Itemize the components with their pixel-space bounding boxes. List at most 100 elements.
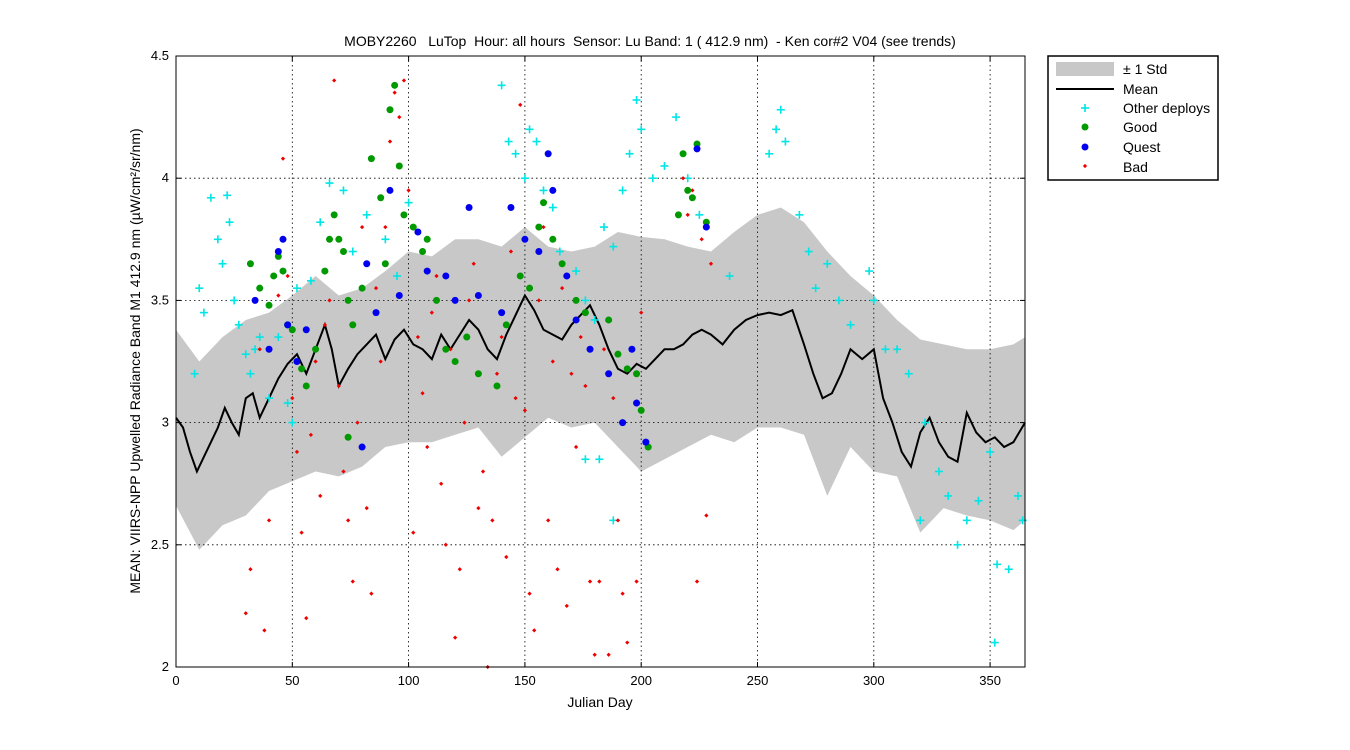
bad-point (346, 518, 351, 523)
other-deploy-point (974, 496, 983, 505)
bad-point (620, 591, 625, 596)
bad-point (350, 579, 355, 584)
quest-point (693, 145, 701, 153)
bad-point (504, 554, 509, 560)
other-deploy-point (511, 149, 520, 158)
other-deploy-point (637, 125, 646, 134)
bad-point (425, 444, 430, 450)
bad-point (429, 310, 434, 315)
bad-point (541, 224, 546, 230)
good-point (335, 235, 343, 243)
other-deploy-point (660, 161, 669, 170)
bad-point (327, 298, 332, 303)
other-deploy-point (804, 247, 813, 256)
good-point (684, 186, 692, 194)
quest-point (363, 260, 371, 268)
other-deploy-point (234, 320, 243, 329)
y-tick-label: 3 (162, 415, 169, 430)
other-deploy-point (595, 455, 604, 464)
other-deploy-point (823, 259, 832, 268)
bad-point (611, 396, 616, 401)
good-point (433, 296, 441, 304)
bad-point (262, 628, 267, 633)
y-tick-label: 3.5 (151, 292, 169, 307)
other-deploy-point (274, 333, 283, 342)
plot-frame (175, 55, 1026, 668)
quest-point (414, 228, 422, 236)
legend-label-bad: Bad (1123, 159, 1148, 175)
bad-point (625, 640, 630, 645)
x-axis-label: Julian Day (567, 694, 632, 710)
good-point (442, 345, 450, 353)
good-point (409, 223, 417, 231)
bad-point (299, 530, 304, 535)
bad-point (699, 237, 704, 242)
bad-point (364, 506, 369, 511)
quest-point (251, 296, 259, 304)
good-point (535, 223, 543, 231)
quest-point (293, 358, 301, 365)
bad-point (285, 273, 290, 279)
x-tick-label: 250 (747, 673, 769, 688)
quest-point (535, 248, 543, 256)
good-point (702, 218, 710, 226)
other-deploy-point (865, 267, 874, 276)
good-point (540, 199, 548, 207)
legend-swatch-std (1056, 62, 1114, 76)
quest-point (633, 399, 641, 407)
x-tick-label: 350 (979, 673, 1001, 688)
x-tick-label: 300 (863, 673, 885, 688)
bad-point (453, 635, 458, 640)
other-deploy-point (520, 174, 529, 183)
good-point (391, 81, 399, 89)
good-point (674, 211, 682, 219)
bad-point (499, 334, 504, 340)
bad-point (415, 334, 421, 340)
other-deploy-point (199, 308, 208, 317)
good-point (358, 284, 366, 292)
other-deploy-point (206, 193, 215, 202)
bad-point (439, 481, 444, 486)
bad-point (411, 530, 416, 535)
other-deploy-point (1004, 565, 1013, 574)
other-deploy-point (497, 81, 506, 90)
good-point (423, 235, 431, 243)
std-band (176, 207, 1025, 550)
good-point (386, 106, 394, 114)
other-deploy-point (581, 455, 590, 464)
bad-point (308, 432, 314, 437)
other-deploy-point (288, 418, 297, 427)
good-point (637, 406, 645, 414)
quest-point (358, 443, 366, 451)
good-point (516, 272, 524, 280)
quest-point (586, 345, 594, 353)
other-deploy-point (672, 113, 681, 122)
other-deploy-point (953, 540, 962, 549)
other-deploy-point (539, 186, 548, 195)
quest-point (279, 235, 287, 243)
good-point (326, 235, 334, 243)
quest-point (284, 321, 292, 329)
legend-label-mean: Mean (1123, 81, 1158, 97)
x-tick-label: 150 (514, 673, 536, 688)
other-deploy-point (213, 235, 222, 244)
quest-point (619, 419, 627, 427)
good-point (623, 365, 631, 373)
bad-point (680, 176, 686, 181)
good-point (298, 365, 306, 373)
y-tick-label: 4.5 (151, 48, 169, 63)
bad-point (443, 542, 448, 547)
other-deploy-point (306, 276, 315, 285)
other-deploy-point (218, 259, 227, 268)
bad-point (546, 518, 551, 523)
quest-point (423, 267, 431, 275)
other-deploy-point (292, 284, 301, 293)
bad-point (583, 383, 588, 389)
legend-box (1047, 55, 1219, 181)
good-point (274, 252, 282, 260)
bad-point (690, 188, 695, 193)
bad-point (508, 249, 514, 254)
other-deploy-point (241, 350, 250, 359)
bad-point (555, 567, 560, 572)
grid-lines (176, 56, 1025, 667)
